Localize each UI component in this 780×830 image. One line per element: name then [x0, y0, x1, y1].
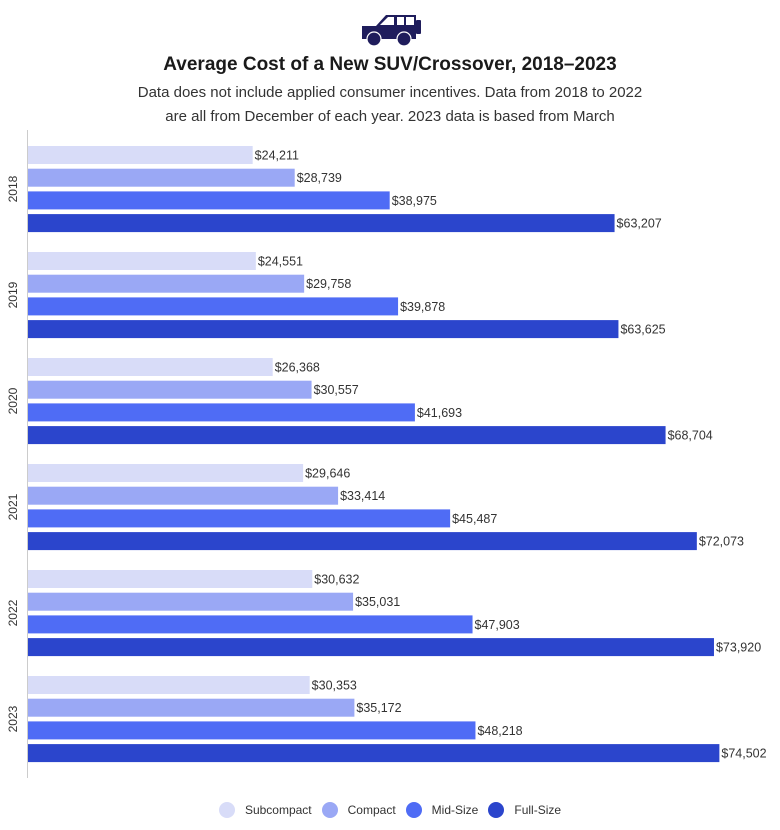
- bar-mid-size-2023: [28, 721, 476, 740]
- bar-chart: 2018 $24,211 $28,739 $38,975 $63,207 2019 $24,…: [6, 130, 767, 778]
- legend-label: Mid-Size: [431, 803, 479, 817]
- data-label: $72,073: [699, 535, 744, 549]
- legend-item-mid-size[interactable]: Mid-Size: [405, 802, 479, 818]
- chart-subtitle-line2: are all from December of each year. 2023…: [165, 108, 615, 125]
- y-tick-label: 2018: [6, 175, 20, 202]
- bar-subcompact-2022: [28, 570, 313, 588]
- bar-full-size-2023: [28, 744, 720, 763]
- bar-mid-size-2019: [28, 297, 399, 316]
- data-label: $68,704: [668, 429, 713, 443]
- data-label: $30,353: [312, 679, 357, 693]
- bar-subcompact-2023: [28, 676, 310, 694]
- legend-swatch: [218, 802, 235, 818]
- bar-subcompact-2020: [28, 358, 273, 376]
- data-label: $24,211: [255, 149, 299, 163]
- legend-swatch: [488, 802, 505, 818]
- data-label: $33,414: [340, 489, 385, 503]
- legend-item-subcompact[interactable]: Subcompact: [218, 802, 312, 818]
- data-label: $35,031: [355, 595, 400, 609]
- legend-label: Full-Size: [514, 803, 562, 817]
- bar-full-size-2022: [28, 638, 714, 657]
- data-label: $73,920: [716, 641, 761, 655]
- bar-full-size-2021: [28, 532, 697, 551]
- legend-swatch: [405, 802, 422, 818]
- legend-item-full-size[interactable]: Full-Size: [488, 802, 561, 818]
- data-label: $29,758: [306, 277, 351, 291]
- data-label: $41,693: [417, 406, 462, 420]
- chart-title: Average Cost of a New SUV/Crossover, 201…: [163, 54, 617, 75]
- data-label: $30,557: [314, 383, 359, 397]
- legend-swatch: [321, 802, 338, 818]
- bar-compact-2021: [28, 486, 339, 505]
- legend-label: Compact: [347, 803, 396, 817]
- bar-compact-2019: [28, 274, 305, 293]
- bar-subcompact-2018: [28, 146, 253, 164]
- bar-full-size-2019: [28, 320, 619, 339]
- y-tick-label: 2023: [6, 705, 20, 732]
- bar-mid-size-2021: [28, 509, 451, 528]
- data-label: $29,646: [305, 467, 350, 481]
- y-tick-label: 2022: [6, 599, 20, 626]
- suv-icon: [358, 12, 424, 53]
- bar-full-size-2018: [28, 214, 615, 233]
- legend: Subcompact Compact Mid-Size Full-Size: [0, 802, 780, 818]
- data-label: $38,975: [392, 194, 437, 208]
- data-label: $28,739: [297, 171, 342, 185]
- bar-mid-size-2022: [28, 615, 473, 634]
- y-tick-label: 2019: [6, 281, 20, 308]
- data-label: $30,632: [314, 573, 359, 587]
- data-label: $26,368: [275, 361, 320, 375]
- data-label: $74,502: [721, 747, 766, 761]
- chart-subtitle-line1: Data does not include applied consumer i…: [137, 84, 643, 101]
- data-label: $35,172: [356, 701, 401, 715]
- bar-subcompact-2019: [28, 252, 256, 270]
- bar-compact-2020: [28, 380, 312, 399]
- bar-mid-size-2018: [28, 191, 390, 210]
- data-label: $39,878: [400, 300, 445, 314]
- data-label: $48,218: [477, 724, 522, 738]
- bar-compact-2023: [28, 698, 355, 717]
- legend-item-compact[interactable]: Compact: [321, 802, 396, 818]
- y-tick-label: 2020: [6, 387, 20, 414]
- bar-mid-size-2020: [28, 403, 415, 422]
- bar-subcompact-2021: [28, 464, 304, 482]
- bar-compact-2018: [28, 168, 295, 187]
- data-label: $63,625: [620, 323, 665, 337]
- data-label: $45,487: [452, 512, 497, 526]
- bar-full-size-2020: [28, 426, 666, 445]
- data-label: $24,551: [258, 255, 303, 269]
- bar-compact-2022: [28, 592, 354, 611]
- y-tick-label: 2021: [6, 493, 20, 520]
- data-label: $63,207: [617, 217, 662, 231]
- data-label: $47,903: [475, 618, 520, 632]
- legend-label: Subcompact: [244, 803, 312, 817]
